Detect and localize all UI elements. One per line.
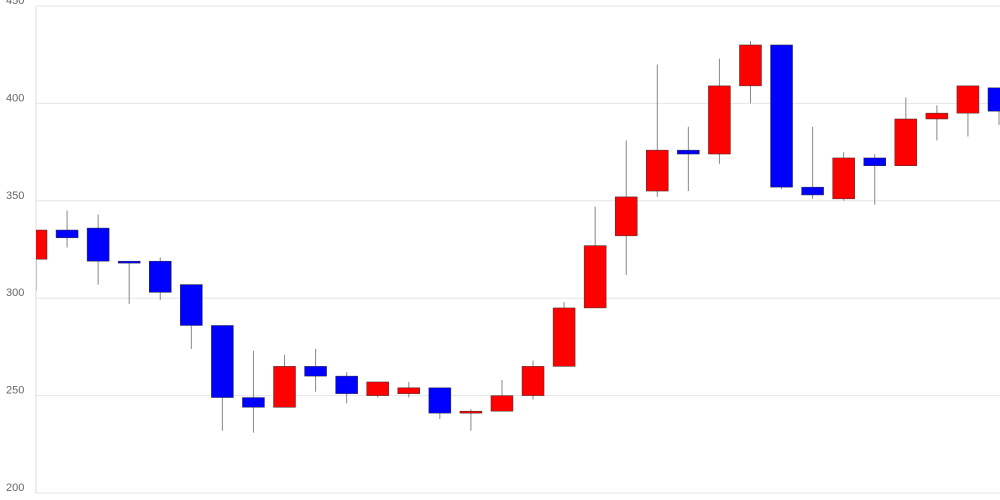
candle-body xyxy=(614,196,638,237)
candle-body xyxy=(366,381,389,396)
candle-body xyxy=(459,410,483,414)
y-tick-label: 300 xyxy=(6,287,24,299)
candle-body xyxy=(211,325,234,398)
candle-body xyxy=(242,397,265,408)
candle-body xyxy=(646,149,669,192)
candle-body xyxy=(428,387,452,414)
candle-body xyxy=(552,307,576,367)
candle-body xyxy=(180,284,203,326)
candle-body xyxy=(55,229,79,239)
candle-body xyxy=(987,87,1000,112)
candle-body xyxy=(739,44,762,87)
y-tick-label: 250 xyxy=(6,385,24,397)
candle-body xyxy=(677,149,700,155)
candle-body xyxy=(708,85,731,155)
y-tick-label: 200 xyxy=(6,482,24,494)
y-tick-label: 400 xyxy=(6,92,24,104)
candle-body xyxy=(397,387,421,394)
candle-body xyxy=(801,186,824,196)
candle-body xyxy=(490,395,514,412)
candle-body xyxy=(335,375,358,394)
candle-body xyxy=(86,227,110,262)
candle-layer xyxy=(36,41,1000,433)
candle-body xyxy=(863,157,886,166)
candle-body xyxy=(36,229,48,260)
candle-body xyxy=(583,245,607,309)
candle-body xyxy=(304,366,327,377)
candle-body xyxy=(894,118,918,166)
candle-body xyxy=(956,85,980,114)
y-tick-label: 450 xyxy=(6,0,24,7)
y-tick-label: 350 xyxy=(6,190,24,202)
candle-body xyxy=(273,366,296,408)
candle-body xyxy=(521,366,545,396)
candle-body xyxy=(117,260,141,264)
candle-body xyxy=(149,260,172,293)
grid-layer: 200 250 300 350 400 450 xyxy=(6,0,1000,494)
candle-body xyxy=(925,112,949,120)
candle-body xyxy=(832,157,855,200)
candle-body xyxy=(770,44,793,188)
